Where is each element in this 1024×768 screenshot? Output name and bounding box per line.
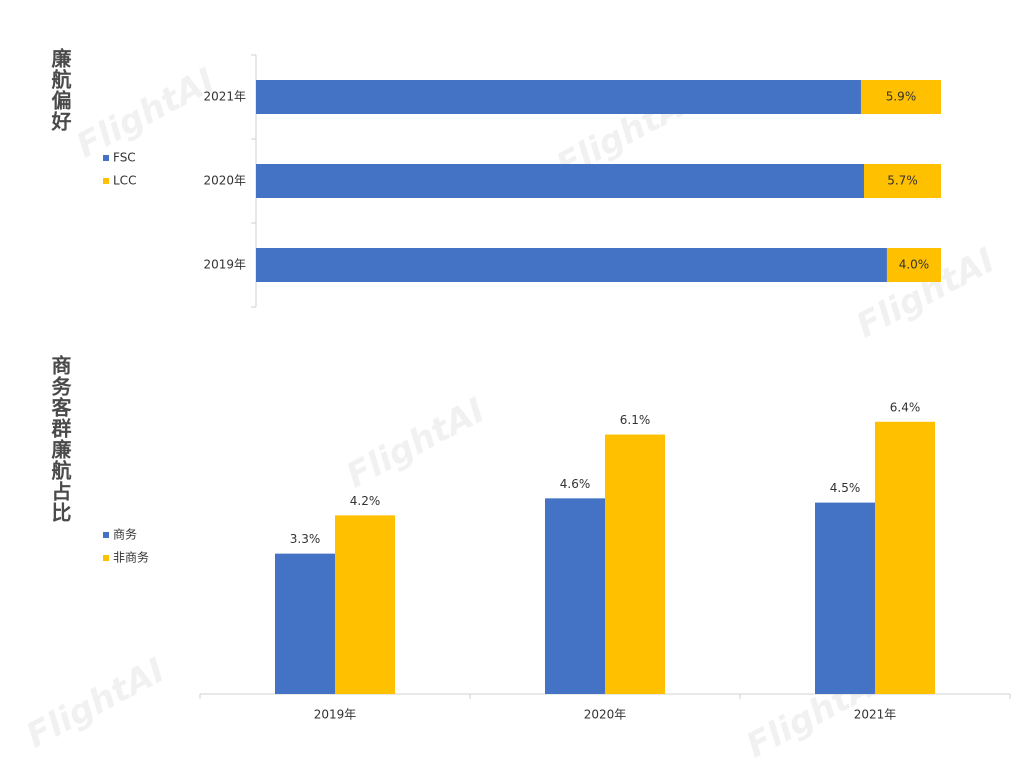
bar xyxy=(605,434,665,694)
x-tick-label: 2019年 xyxy=(314,708,357,722)
watermark: FlightAI xyxy=(340,390,491,496)
value-label: 6.1% xyxy=(620,413,651,427)
side-title: 商务客群廉航占比 xyxy=(48,354,72,523)
value-label: 3.3% xyxy=(290,532,321,546)
value-label: 4.2% xyxy=(350,494,381,508)
y-tick-label: 2021年 xyxy=(203,90,246,104)
bar-segment xyxy=(256,248,887,282)
watermark: FlightAI xyxy=(20,650,171,756)
legend-label: 商务 xyxy=(113,527,137,542)
x-tick-label: 2020年 xyxy=(584,708,627,722)
y-tick-label: 2019年 xyxy=(203,258,246,272)
x-tick-label: 2021年 xyxy=(854,708,897,722)
bar xyxy=(275,553,335,694)
bar-segment xyxy=(256,80,861,114)
bar xyxy=(545,498,605,694)
value-label: 4.5% xyxy=(830,481,861,495)
bar xyxy=(815,502,875,694)
bar-segment xyxy=(886,248,941,282)
value-label: 4.6% xyxy=(560,477,591,491)
value-label: 5.9% xyxy=(886,90,917,104)
bar-segment xyxy=(860,80,941,114)
legend-swatch xyxy=(103,532,109,538)
legend-swatch xyxy=(103,555,109,561)
value-label: 4.0% xyxy=(899,258,930,272)
value-label: 5.7% xyxy=(887,174,918,188)
y-tick-label: 2020年 xyxy=(203,174,246,188)
legend-swatch xyxy=(103,155,109,161)
bar-segment xyxy=(256,164,864,198)
bar-segment xyxy=(863,164,941,198)
legend-label: LCC xyxy=(113,174,136,188)
bar xyxy=(875,421,935,694)
watermark: FlightAI xyxy=(70,60,221,166)
side-title: 廉航偏好 xyxy=(48,47,72,132)
legend-label: FSC xyxy=(113,151,136,165)
legend-swatch xyxy=(103,178,109,184)
legend-label: 非商务 xyxy=(113,550,149,565)
bar xyxy=(335,515,395,694)
value-label: 6.4% xyxy=(890,400,921,414)
